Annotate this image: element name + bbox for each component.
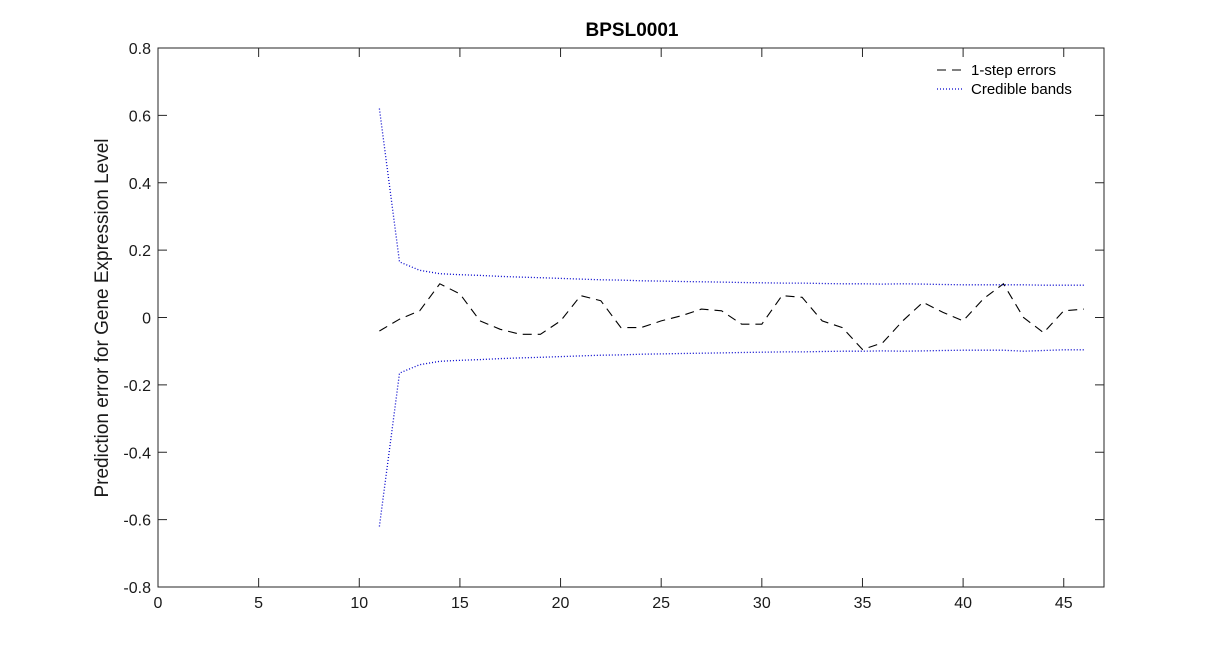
series-line-1-step-errors (379, 282, 1084, 351)
x-tick-label: 0 (154, 595, 163, 612)
legend: 1-step errors Credible bands (937, 62, 1072, 98)
y-axis-label: Prediction error for Gene Expression Lev… (92, 138, 113, 497)
y-tick-label: 0.6 (129, 108, 151, 125)
y-tick-label: 0 (142, 311, 151, 328)
y-tick-label: -0.2 (123, 378, 151, 395)
y-tick-label: -0.6 (123, 513, 151, 530)
series-line-credible-band-lower (378, 349, 1084, 527)
chart-title: BPSL0001 (586, 20, 679, 41)
plot-frame (157, 47, 1105, 588)
x-tick-label: 5 (254, 595, 263, 612)
x-tick-label: 45 (1055, 595, 1073, 612)
y-tick-label: -0.4 (123, 445, 151, 462)
x-tick-label: 25 (652, 595, 670, 612)
x-tick-label: 20 (552, 595, 570, 612)
y-tick-label: 0.2 (129, 243, 151, 260)
x-tick-label: 35 (854, 595, 872, 612)
x-tick-label: 15 (451, 595, 469, 612)
x-tick-label: 30 (753, 595, 771, 612)
y-tick-label: -0.8 (123, 580, 151, 597)
legend-label: 1-step errors (971, 62, 1056, 79)
series-line-credible-band-upper (378, 108, 1084, 286)
y-tick-label: 0.4 (129, 176, 151, 193)
x-tick-label: 40 (954, 595, 972, 612)
legend-label: Credible bands (971, 81, 1072, 98)
y-tick-label: 0.8 (129, 41, 151, 58)
x-tick-label: 10 (350, 595, 368, 612)
plot-area: 0 5 10 15 20 25 30 35 40 45 -0.8 -0.6 -0.4 -0.2 0 0.2 0.… (123, 41, 1105, 612)
